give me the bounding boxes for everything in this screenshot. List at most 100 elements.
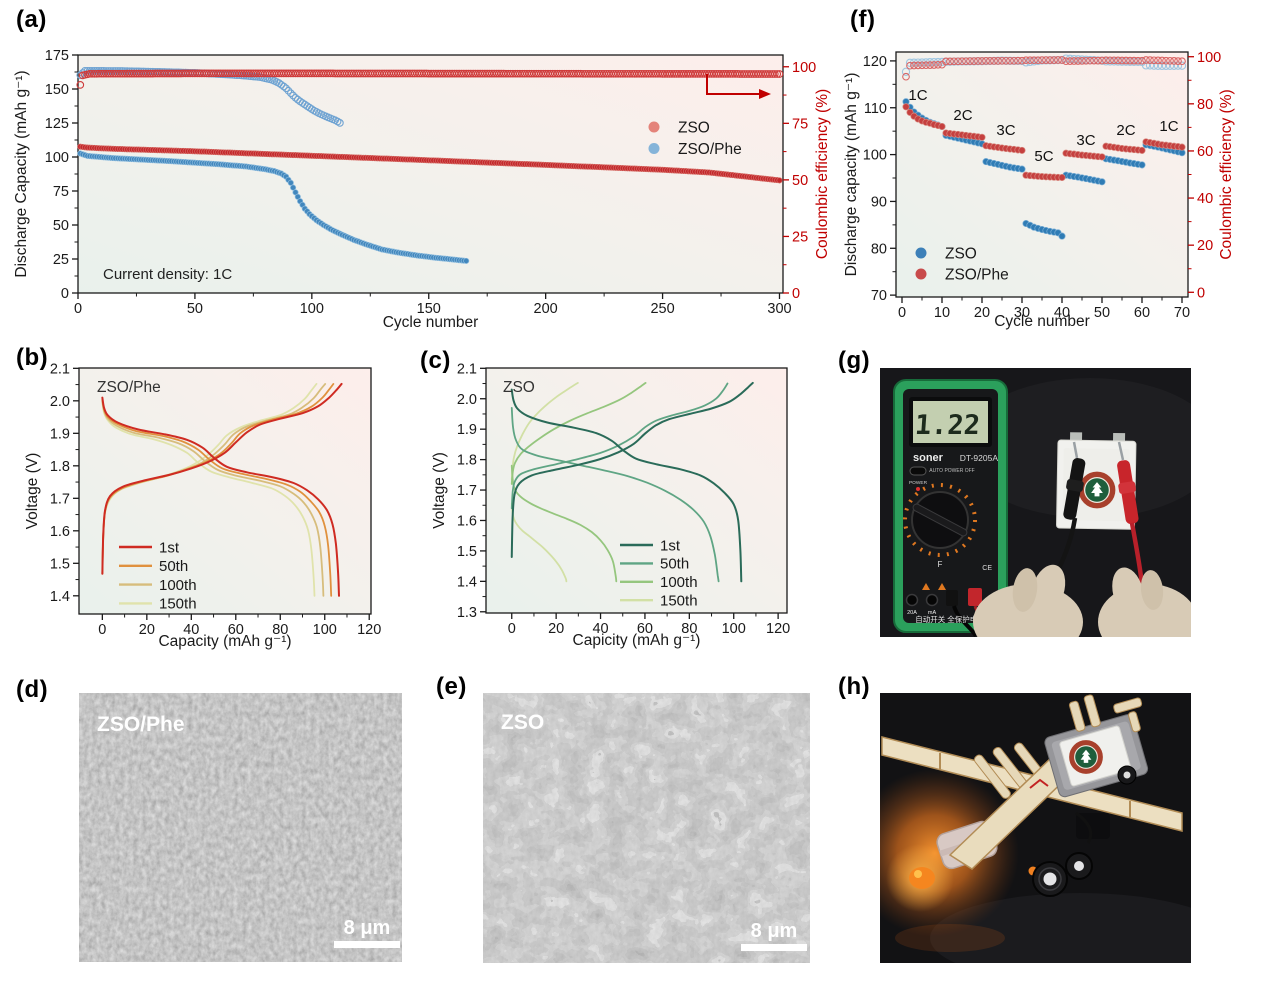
sem-d-texture	[79, 693, 402, 962]
data-point	[1138, 161, 1146, 169]
x-tick-label: 20	[139, 622, 155, 638]
warning-triangle-icon	[922, 583, 930, 590]
x-axis-title-c: Capicity (mAh g⁻¹)	[573, 632, 701, 649]
jack-20a[interactable]	[905, 593, 919, 607]
warning-triangle-icon	[938, 583, 946, 590]
data-point	[1146, 56, 1154, 64]
red-probe-tip	[1117, 441, 1125, 461]
data-point	[287, 179, 294, 186]
series-50th-charge	[510, 382, 729, 510]
legend-marker	[915, 247, 927, 259]
series-150th-discharge	[101, 401, 316, 597]
floor-sheen	[930, 893, 1230, 982]
annotation: 2C	[1116, 122, 1135, 139]
y-tick-label: 1.7	[50, 491, 70, 507]
legend-marker	[648, 143, 660, 154]
red-wire	[1029, 778, 1049, 789]
x-tick-label: 80	[681, 621, 697, 637]
data-point	[773, 70, 782, 78]
data-point	[1069, 54, 1079, 64]
data-point	[1145, 61, 1155, 70]
data-point	[922, 61, 930, 70]
annotation: 1C	[908, 87, 927, 104]
annotation: 3C	[996, 122, 1015, 139]
data-point	[1002, 56, 1010, 65]
auto-power-off-label: AUTO POWER OFF	[929, 468, 974, 474]
data-point	[970, 57, 978, 65]
data-point	[1054, 56, 1062, 64]
y-tick-label: 120	[863, 54, 887, 70]
dial-pointer	[912, 503, 968, 537]
series-1st-discharge-curve	[510, 388, 743, 583]
data-point	[1014, 56, 1022, 65]
lcd-screen	[913, 401, 988, 443]
data-point	[282, 84, 290, 93]
data-point	[336, 119, 344, 127]
data-point	[946, 57, 954, 66]
series-50th-discharge	[101, 398, 333, 597]
series-50th-discharge	[510, 406, 720, 583]
series-zso-phe-discharge-capacity	[77, 150, 470, 264]
x-tick-label: 40	[183, 622, 199, 638]
jack-ma[interactable]	[925, 593, 939, 607]
red-probe	[1117, 460, 1139, 524]
data-point	[1173, 61, 1183, 70]
data-point	[1025, 57, 1035, 67]
legend-marker	[648, 121, 660, 133]
x-axis-title-a: Cycle number	[383, 314, 479, 331]
y2-tick-label: 0	[792, 286, 800, 302]
y-tick-label: 1.9	[457, 422, 477, 438]
x-tick-label: 100	[313, 622, 337, 638]
sem-image-zso-phe: ZSO/Phe 8 μm	[79, 693, 402, 962]
data-point	[1046, 56, 1054, 64]
data-point	[1162, 56, 1170, 65]
data-point	[1174, 57, 1182, 65]
y2-tick-label: 80	[1197, 97, 1213, 113]
multimeter-model: DT-9205A	[960, 453, 999, 463]
front-wheel-far	[1065, 852, 1093, 880]
legend-label: 100th	[159, 577, 197, 594]
data-point	[1078, 57, 1086, 65]
data-point	[1141, 61, 1151, 70]
data-point	[1098, 56, 1106, 65]
sem-image-zso: ZSO 8 μm	[483, 693, 810, 963]
x-tick-label: 0	[508, 621, 516, 637]
y-tick-label: 1.5	[457, 544, 477, 560]
power-button[interactable]	[909, 466, 927, 476]
plot-area-b	[78, 367, 372, 615]
y-tick-label: 1.8	[457, 453, 477, 469]
efficiency-axis-arrow	[706, 74, 760, 95]
y-tick-label: 2.1	[50, 361, 70, 377]
series-150th-discharge-curve	[510, 502, 568, 583]
data-point	[1006, 56, 1014, 65]
x-tick-label: 80	[272, 622, 288, 638]
data-point	[1090, 56, 1098, 65]
data-point	[1138, 56, 1146, 65]
x-tick-label: 60	[228, 622, 244, 638]
data-point	[1178, 143, 1186, 151]
y-tick-label: 2.0	[50, 394, 70, 410]
data-point	[914, 61, 922, 70]
data-point	[76, 81, 85, 89]
data-point	[1165, 61, 1175, 70]
y-tick-label: 75	[53, 184, 69, 200]
data-point	[1086, 56, 1094, 65]
data-point	[290, 184, 297, 191]
legend-label: 50th	[660, 556, 689, 573]
y-tick-label: 2.0	[457, 392, 477, 408]
series-zso-discharge-capacity	[77, 143, 783, 184]
x-tick-label: 70	[1174, 305, 1190, 321]
series-1st-charge	[101, 382, 343, 575]
data-point	[954, 57, 962, 66]
data-point	[1030, 56, 1038, 65]
legend-label: 50th	[159, 558, 188, 575]
data-point	[1166, 56, 1174, 65]
data-point	[1102, 56, 1110, 65]
y-tick-label: 1.3	[457, 605, 477, 621]
x-tick-label: 0	[898, 305, 906, 321]
panel-letter-e: (e)	[436, 673, 467, 700]
data-point	[1158, 56, 1166, 65]
y2-tick-label: 25	[792, 230, 808, 246]
